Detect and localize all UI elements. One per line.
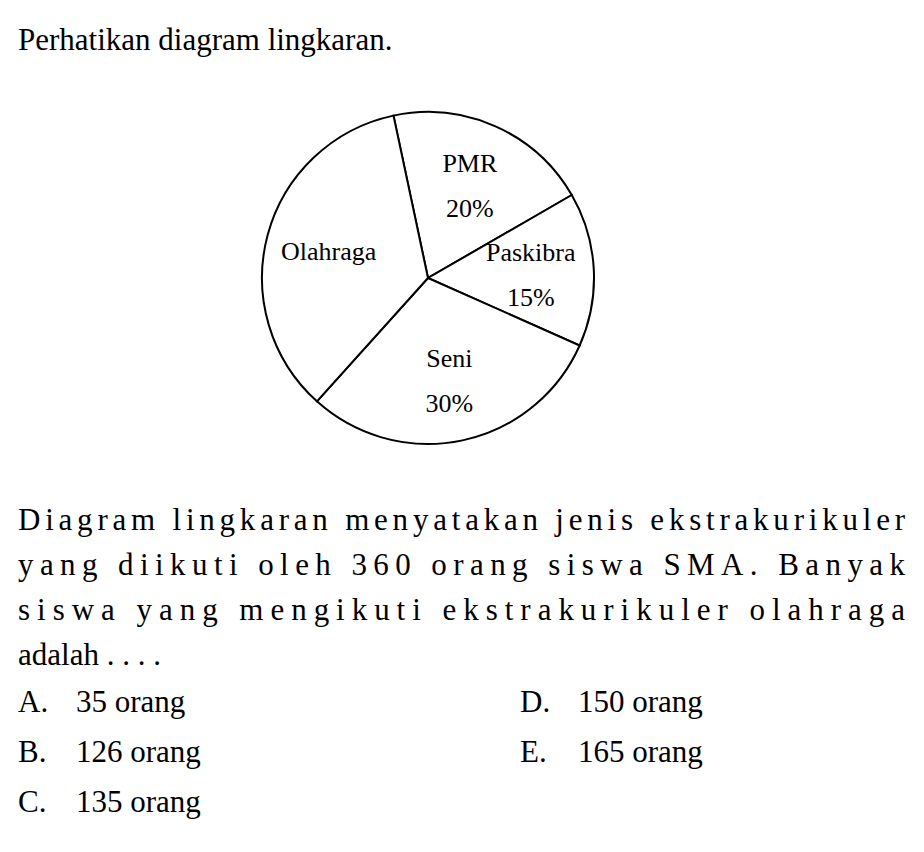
category-label: PMR — [442, 149, 498, 178]
question-line: Diagram lingkaran menyatakan jenis ekstr… — [18, 502, 906, 537]
option-letter: E. — [520, 734, 547, 769]
slice — [262, 116, 428, 402]
option-text: 135 orang — [76, 784, 201, 819]
option-text: 35 orang — [76, 684, 185, 719]
data-label: 20% — [446, 194, 494, 223]
slice-labels: PMR 20% Paskibra 15% Seni 30% Olahraga — [281, 149, 576, 418]
instruction: Perhatikan diagram lingkaran. — [18, 22, 392, 57]
question: Diagram lingkaran menyatakan jenis ekstr… — [18, 502, 906, 672]
option-letter: D. — [520, 684, 550, 719]
question-line: yang diikuti oleh 360 orang siswa SMA. B… — [18, 547, 906, 582]
data-label: 30% — [426, 389, 474, 418]
option-text: 126 orang — [76, 734, 201, 769]
category-label: Paskibra — [486, 238, 576, 267]
option-text: 165 orang — [578, 734, 703, 769]
option-text: 150 orang — [578, 684, 703, 719]
data-label: 15% — [507, 283, 555, 312]
page: Perhatikan diagram lingkaran. PMR 20% Paski… — [0, 0, 924, 852]
option-letter: A. — [18, 684, 48, 719]
slices — [262, 112, 594, 444]
question-line: adalah . . . . — [18, 637, 161, 672]
option-letter: C. — [18, 784, 46, 819]
category-label: Olahraga — [281, 237, 377, 266]
pie-chart: PMR 20% Paskibra 15% Seni 30% Olahraga — [262, 112, 594, 444]
category-label: Seni — [426, 344, 472, 373]
options: A. 35 orang B. 126 orang C. 135 orang D. 150 or… — [18, 684, 703, 819]
option-letter: B. — [18, 734, 46, 769]
question-line: siswa yang mengikuti ekstrakurikuler ola… — [18, 592, 905, 627]
